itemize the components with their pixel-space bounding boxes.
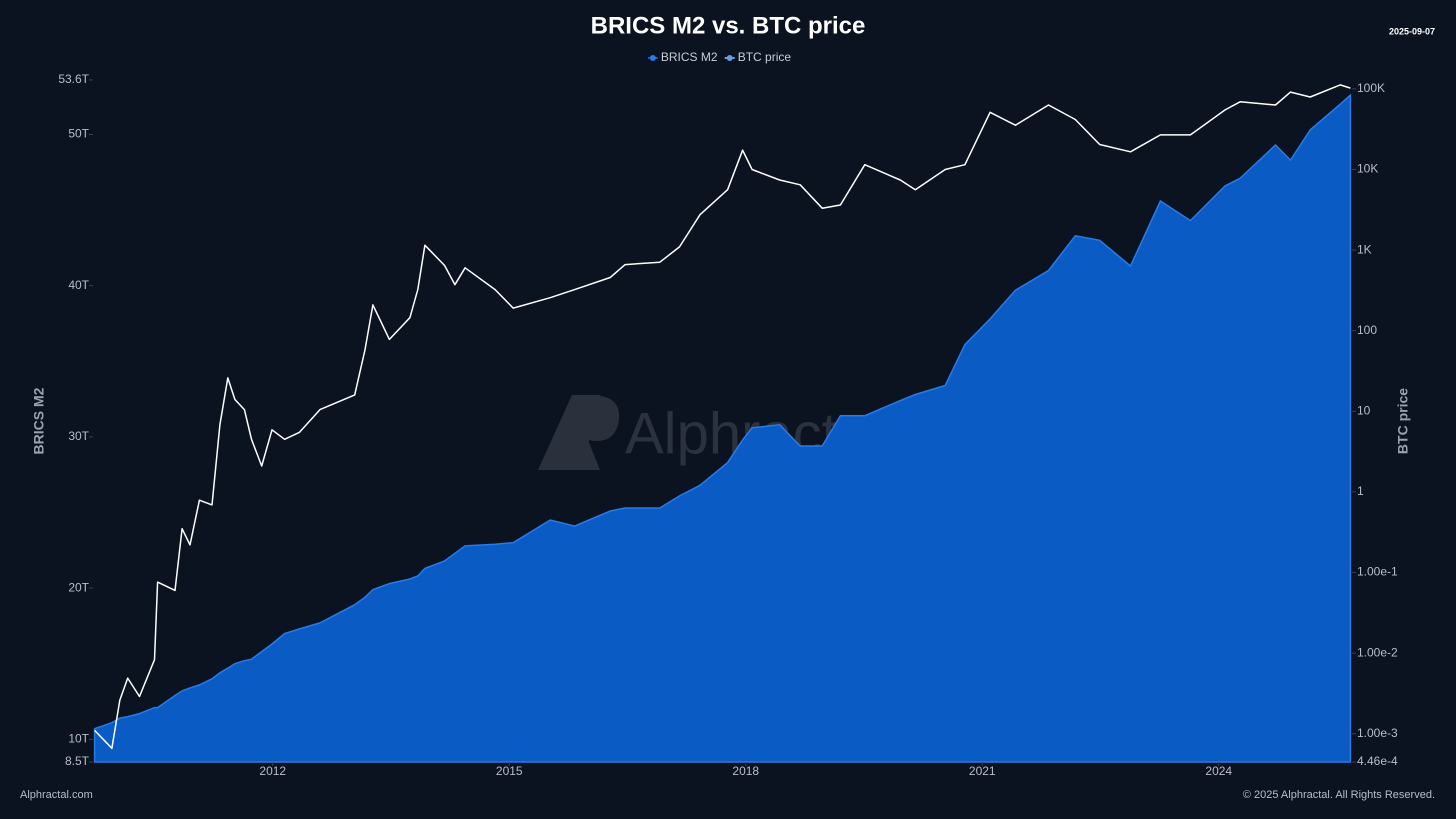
legend-label: BTC price xyxy=(738,50,792,64)
y-tick-label: 40T xyxy=(68,278,89,292)
legend-marker xyxy=(649,55,656,61)
footer-right: © 2025 Alphractal. All Rights Reserved. xyxy=(1243,789,1435,801)
area xyxy=(93,93,1352,763)
y-tick-label: 8.5T xyxy=(65,754,90,768)
y-tick-label: 50T xyxy=(68,127,89,141)
legend-label: BRICS M2 xyxy=(661,50,718,64)
legend: BRICS M2 BTC price xyxy=(647,50,792,64)
y2-tick-label: 1.00e-1 xyxy=(1357,565,1398,579)
y2-tick-label: 1.00e-3 xyxy=(1357,726,1398,740)
y2-tick-label: 100K xyxy=(1357,81,1385,95)
x-tick-label: 2018 xyxy=(732,764,759,778)
y2-tick-label: 10 xyxy=(1357,403,1371,417)
footer-left: Alphractal.com xyxy=(20,789,93,801)
y2-tick-label: 1 xyxy=(1357,484,1364,498)
y-tick-label: 53.6T xyxy=(58,72,89,86)
y2-tick-label: 10K xyxy=(1357,162,1378,176)
y2-tick-label: 100 xyxy=(1357,323,1377,337)
watermark-logo xyxy=(538,395,620,470)
y2-tick-label: 1K xyxy=(1357,242,1372,256)
x-tick-label: 2012 xyxy=(259,764,286,778)
legend-marker xyxy=(726,55,733,61)
x-tick-label: 2024 xyxy=(1205,764,1232,778)
y-axis-title: BRICS M2 xyxy=(31,387,47,454)
date: 2025-09-07 xyxy=(1389,26,1435,36)
y-tick-label: 10T xyxy=(68,731,89,745)
y2-axis-title: BTC price xyxy=(1395,388,1411,454)
line xyxy=(94,84,1351,750)
y2-tick-label: 1.00e-2 xyxy=(1357,645,1398,659)
plot-area xyxy=(93,84,1352,763)
y-tick-label: 20T xyxy=(68,580,89,594)
x-tick-label: 2021 xyxy=(969,764,996,778)
chart-title: BRICS M2 vs. BTC price xyxy=(591,12,866,39)
y2-tick-label: 4.46e-4 xyxy=(1357,754,1398,768)
y-tick-label: 30T xyxy=(68,429,89,443)
x-tick-label: 2015 xyxy=(496,764,523,778)
